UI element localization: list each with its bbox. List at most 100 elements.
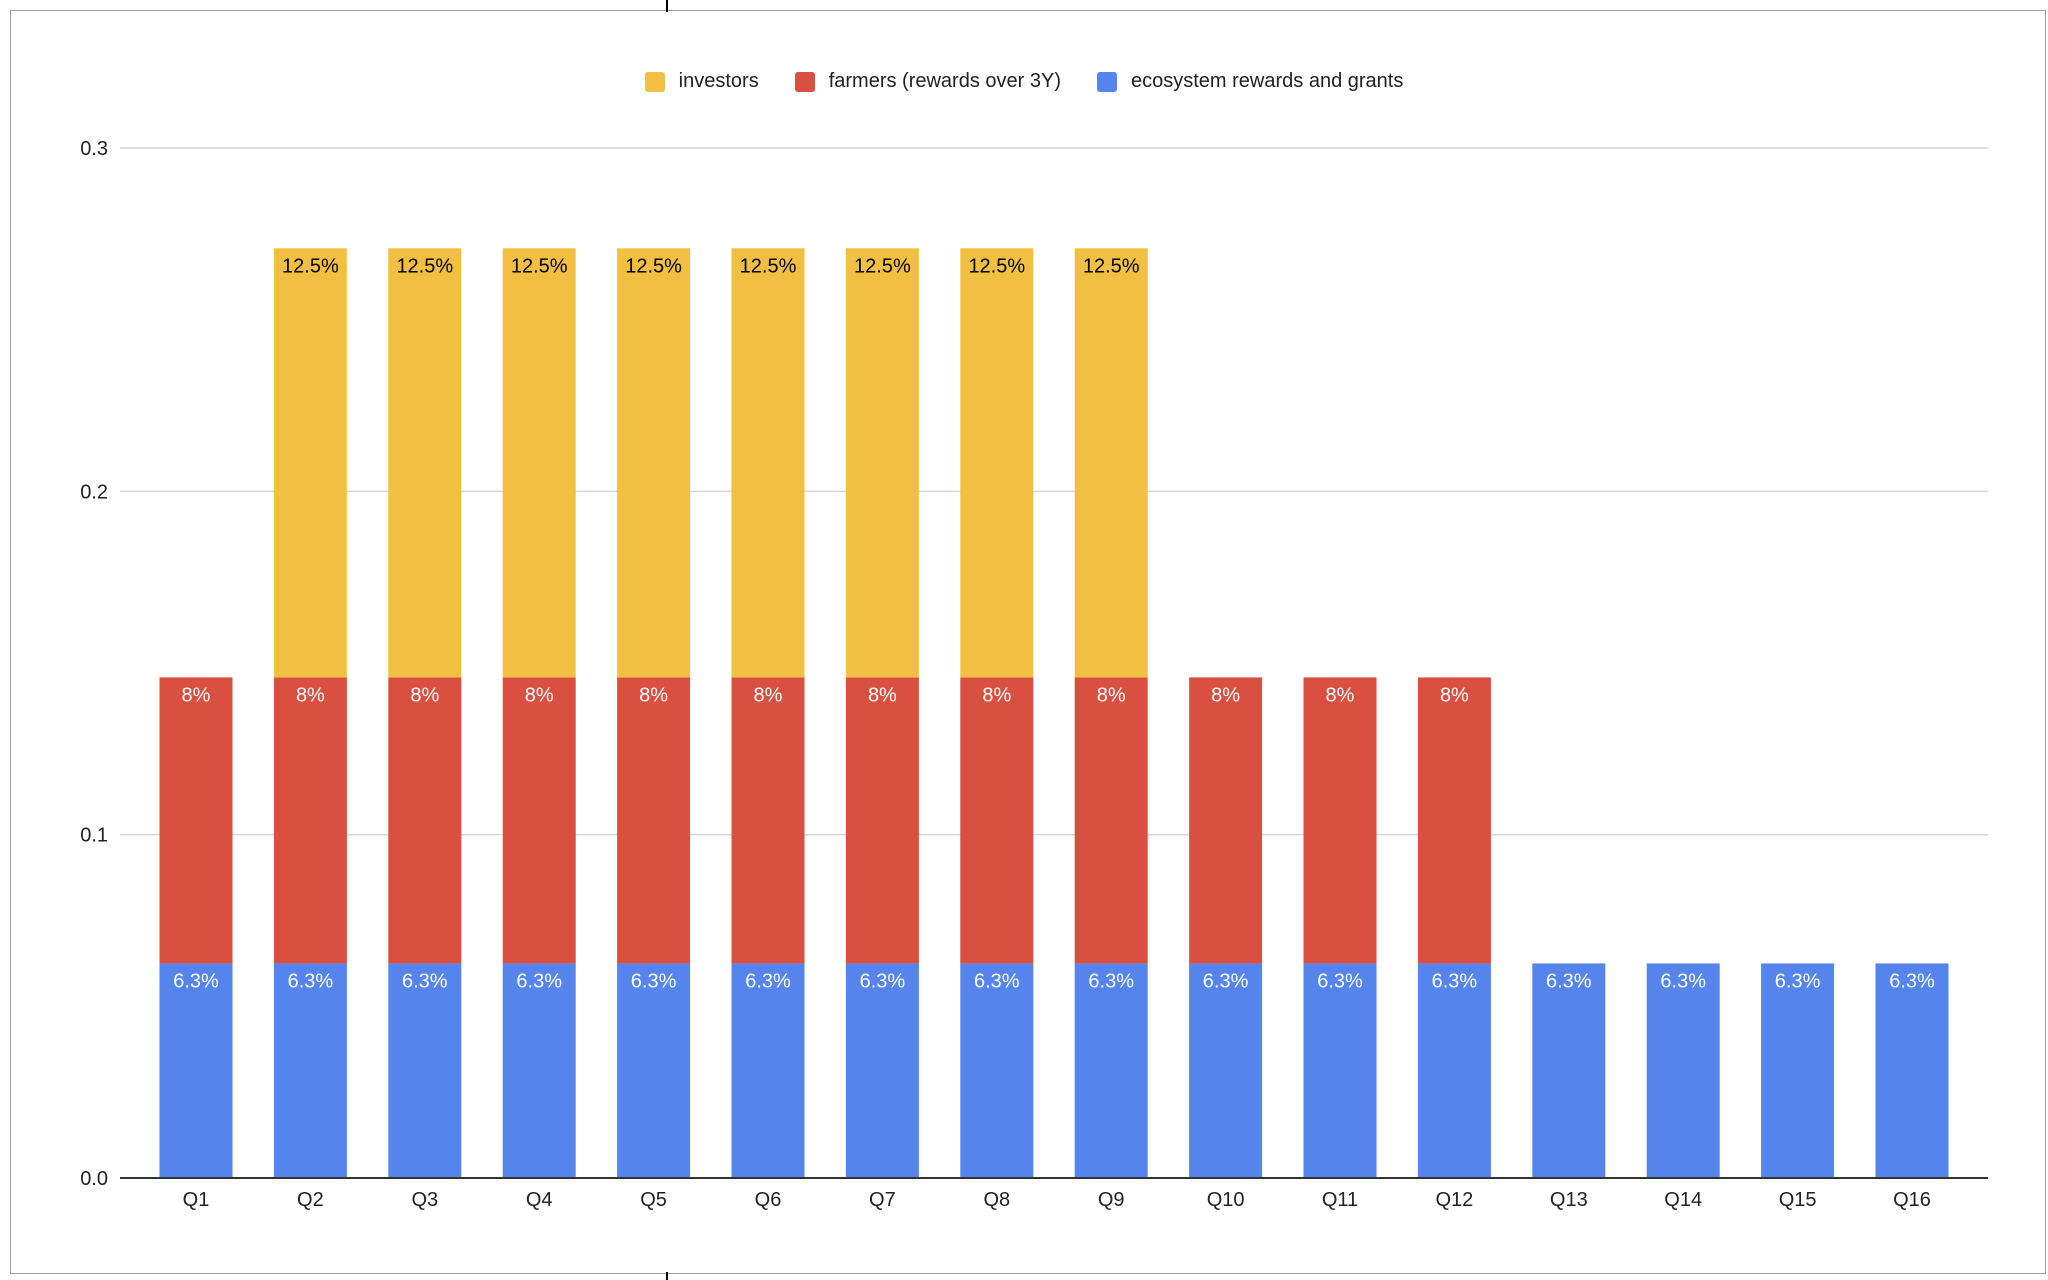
bar-segment: [1303, 963, 1377, 1178]
bar-segment: [960, 963, 1034, 1178]
bar-segment: [273, 248, 347, 678]
legend-label: investors: [678, 70, 759, 92]
bar-segment: [1074, 677, 1148, 964]
data-label: 6.3%: [860, 970, 906, 992]
bar-segment: [273, 963, 347, 1178]
bar-segment: [388, 248, 462, 678]
data-label: 6.3%: [1889, 970, 1935, 992]
y-tick-label: 0.1: [80, 825, 108, 847]
data-label: 8%: [410, 684, 439, 706]
x-tick-label: Q1: [183, 1189, 210, 1211]
chart-legend: investors farmers (rewards over 3Y) ecosys…: [0, 70, 2048, 93]
bar-segment: [1761, 963, 1835, 1178]
bar-segment: [617, 963, 691, 1178]
bar-segment: [273, 677, 347, 964]
data-label: 12.5%: [396, 255, 453, 277]
x-tick-label: Q9: [1098, 1189, 1125, 1211]
data-label: 6.3%: [402, 970, 448, 992]
data-label: 6.3%: [288, 970, 334, 992]
bar-segment: [1646, 963, 1720, 1178]
x-tick-label: Q12: [1435, 1189, 1473, 1211]
bar-segment: [845, 248, 919, 678]
x-tick-label: Q13: [1550, 1189, 1588, 1211]
data-label: 6.3%: [516, 970, 562, 992]
data-label: 8%: [182, 684, 211, 706]
data-label: 6.3%: [1317, 970, 1363, 992]
x-tick-label: Q14: [1664, 1189, 1702, 1211]
data-label: 12.5%: [854, 255, 911, 277]
legend-item: investors: [644, 70, 759, 93]
bar-segment: [731, 677, 805, 964]
bar-segment: [1417, 677, 1491, 964]
x-tick-label: Q10: [1207, 1189, 1245, 1211]
data-label: 8%: [1326, 684, 1355, 706]
frame-tick-mark-bottom: [666, 1272, 668, 1280]
data-label: 8%: [754, 684, 783, 706]
bar-segment: [388, 677, 462, 964]
data-label: 6.3%: [631, 970, 677, 992]
data-label: 8%: [1211, 684, 1240, 706]
data-label: 8%: [868, 684, 897, 706]
bar-segment: [1417, 963, 1491, 1178]
bar-segment: [1074, 248, 1148, 678]
data-label: 12.5%: [282, 255, 339, 277]
x-tick-label: Q2: [297, 1189, 324, 1211]
legend-item: farmers (rewards over 3Y): [794, 70, 1061, 93]
data-label: 6.3%: [173, 970, 219, 992]
data-label: 12.5%: [511, 255, 568, 277]
data-label: 6.3%: [1088, 970, 1134, 992]
y-tick-label: 0.0: [80, 1168, 108, 1190]
data-label: 8%: [296, 684, 325, 706]
data-label: 6.3%: [1203, 970, 1249, 992]
data-label: 12.5%: [625, 255, 682, 277]
data-label: 12.5%: [968, 255, 1025, 277]
legend-label: ecosystem rewards and grants: [1130, 70, 1404, 92]
legend-label: farmers (rewards over 3Y): [828, 70, 1061, 92]
data-label: 12.5%: [1083, 255, 1140, 277]
bar-segment: [1875, 963, 1949, 1178]
data-label: 6.3%: [1775, 970, 1821, 992]
bar-segment: [1532, 963, 1606, 1178]
data-label: 6.3%: [1432, 970, 1478, 992]
x-tick-label: Q6: [755, 1189, 782, 1211]
frame-tick-mark-top: [666, 0, 668, 12]
data-label: 8%: [982, 684, 1011, 706]
bar-segment: [1189, 963, 1263, 1178]
x-tick-label: Q7: [869, 1189, 896, 1211]
bar-segment: [1074, 963, 1148, 1178]
bar-segment: [502, 963, 576, 1178]
data-label: 8%: [525, 684, 554, 706]
data-label: 8%: [639, 684, 668, 706]
bar-segment: [159, 677, 233, 964]
bar-segment: [1303, 677, 1377, 964]
bar-segment: [502, 248, 576, 678]
data-label: 6.3%: [1660, 970, 1706, 992]
data-label: 6.3%: [974, 970, 1020, 992]
legend-swatch: [644, 71, 665, 92]
bar-segment: [960, 677, 1034, 964]
x-tick-label: Q16: [1893, 1189, 1931, 1211]
bar-segment: [731, 963, 805, 1178]
data-label: 6.3%: [745, 970, 791, 992]
data-label: 8%: [1097, 684, 1126, 706]
bar-segment: [617, 248, 691, 678]
bar-segment: [1189, 677, 1263, 964]
bar-segment: [731, 248, 805, 678]
x-tick-label: Q8: [983, 1189, 1010, 1211]
x-tick-label: Q4: [526, 1189, 553, 1211]
bar-segment: [159, 963, 233, 1178]
x-tick-label: Q5: [640, 1189, 667, 1211]
legend-item: ecosystem rewards and grants: [1096, 70, 1404, 93]
bar-segment: [960, 248, 1034, 678]
data-label: 8%: [1440, 684, 1469, 706]
x-tick-label: Q15: [1779, 1189, 1817, 1211]
bar-segment: [617, 677, 691, 964]
bar-segment: [845, 963, 919, 1178]
y-tick-label: 0.2: [80, 481, 108, 503]
x-tick-label: Q3: [411, 1189, 438, 1211]
legend-swatch: [794, 71, 815, 92]
bar-segment: [388, 963, 462, 1178]
bar-segment: [845, 677, 919, 964]
x-tick-label: Q11: [1322, 1189, 1358, 1211]
